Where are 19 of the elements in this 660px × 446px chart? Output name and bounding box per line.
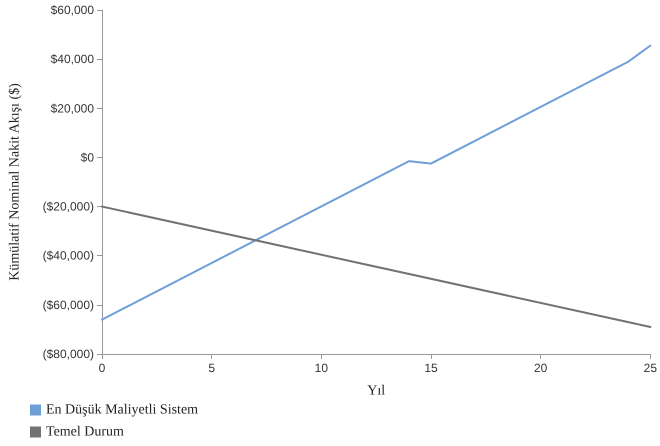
line-series <box>101 44 652 321</box>
x-tick-label: 25 <box>644 361 658 375</box>
x-tick-label: 15 <box>424 361 438 375</box>
y-tick-label: $60,000 <box>50 3 94 17</box>
y-tick-label: ($20,000) <box>42 200 94 214</box>
x-tick-label: 20 <box>534 361 548 375</box>
legend-label: En Düşük Maliyetli Sistem <box>46 402 198 418</box>
x-tick-label: 0 <box>98 361 106 375</box>
x-tick-label: 5 <box>208 361 216 375</box>
x-axis-title: Yıl <box>367 384 386 398</box>
x-tick-label: 10 <box>314 361 328 375</box>
y-tick-label: ($80,000) <box>42 347 94 361</box>
y-tick-label: ($60,000) <box>42 298 94 312</box>
legend-label: Temel Durum <box>46 424 124 440</box>
y-tick-label: $40,000 <box>50 52 94 66</box>
y-axis-title: Kümülatif Nominal Nakit Akışı ($) <box>8 82 22 281</box>
y-tick-label: $20,000 <box>50 101 94 116</box>
y-tick-label: $0 <box>80 150 94 164</box>
y-tick-label: ($40,000) <box>42 248 94 263</box>
